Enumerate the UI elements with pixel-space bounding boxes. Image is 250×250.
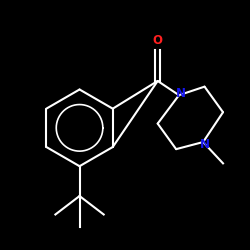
Text: N: N bbox=[200, 138, 209, 151]
Text: O: O bbox=[153, 34, 163, 48]
Text: N: N bbox=[176, 87, 186, 100]
